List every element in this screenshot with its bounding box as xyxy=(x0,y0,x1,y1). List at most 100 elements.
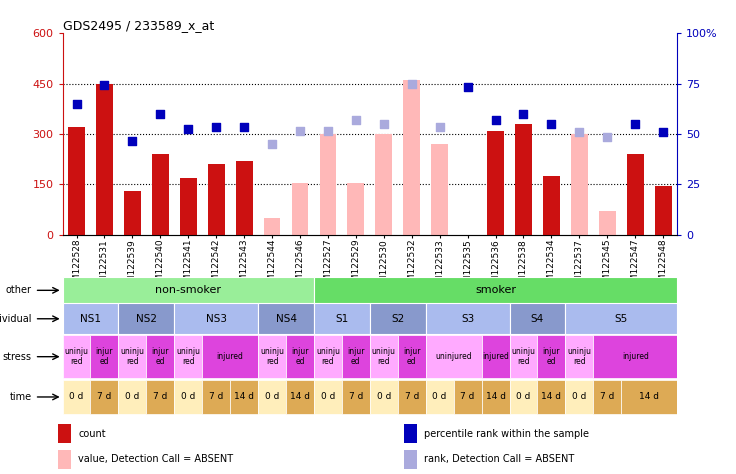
Point xyxy=(406,80,417,87)
Bar xyxy=(63,277,314,303)
Bar xyxy=(319,134,336,235)
Bar xyxy=(63,335,91,378)
Text: injur
ed: injur ed xyxy=(291,347,309,366)
Bar xyxy=(174,335,202,378)
Point xyxy=(294,127,306,134)
Text: 0 d: 0 d xyxy=(69,392,84,401)
Text: 7 d: 7 d xyxy=(461,392,475,401)
Bar xyxy=(96,83,113,235)
Bar xyxy=(63,380,91,414)
Text: uninju
red: uninju red xyxy=(260,347,284,366)
Text: stress: stress xyxy=(3,352,32,362)
Bar xyxy=(593,335,677,378)
Bar xyxy=(208,164,224,235)
Bar xyxy=(58,424,71,443)
Text: 7 d: 7 d xyxy=(405,392,419,401)
Point xyxy=(322,127,334,134)
Bar xyxy=(431,144,448,235)
Bar xyxy=(236,161,252,235)
Bar xyxy=(314,380,342,414)
Text: injured: injured xyxy=(622,352,648,361)
Text: NS2: NS2 xyxy=(136,314,157,324)
Point xyxy=(99,82,110,89)
Text: 14 d: 14 d xyxy=(639,392,659,401)
Bar xyxy=(314,335,342,378)
Bar xyxy=(124,191,141,235)
Bar xyxy=(314,303,370,334)
Bar xyxy=(543,176,560,235)
Text: rank, Detection Call = ABSENT: rank, Detection Call = ABSENT xyxy=(424,455,575,465)
Bar xyxy=(509,303,565,334)
Text: 7 d: 7 d xyxy=(97,392,112,401)
Bar xyxy=(403,80,420,235)
Text: individual: individual xyxy=(0,314,32,324)
Text: time: time xyxy=(10,392,32,402)
Text: uninju
red: uninju red xyxy=(512,347,536,366)
Point xyxy=(545,120,557,128)
Bar xyxy=(593,380,621,414)
Text: injur
ed: injur ed xyxy=(152,347,169,366)
Text: 7 d: 7 d xyxy=(349,392,363,401)
Bar xyxy=(258,335,286,378)
Text: S2: S2 xyxy=(391,314,404,324)
Bar xyxy=(404,424,417,443)
Bar xyxy=(58,450,71,469)
Point xyxy=(489,117,501,124)
Text: other: other xyxy=(6,285,32,295)
Point xyxy=(517,110,529,118)
Point xyxy=(155,110,166,118)
Text: GDS2495 / 233589_x_at: GDS2495 / 233589_x_at xyxy=(63,19,214,32)
Text: 7 d: 7 d xyxy=(209,392,224,401)
Bar xyxy=(425,303,509,334)
Bar xyxy=(286,380,314,414)
Point xyxy=(127,137,138,145)
Bar xyxy=(63,303,118,334)
Text: 14 d: 14 d xyxy=(290,392,310,401)
Text: S4: S4 xyxy=(531,314,544,324)
Point xyxy=(183,125,194,133)
Point xyxy=(266,140,278,148)
Bar xyxy=(118,335,146,378)
Point xyxy=(573,128,585,136)
Text: uninju
red: uninju red xyxy=(121,347,144,366)
Text: 0 d: 0 d xyxy=(433,392,447,401)
Text: 0 d: 0 d xyxy=(125,392,140,401)
Text: NS1: NS1 xyxy=(80,314,101,324)
Point xyxy=(629,120,641,128)
Bar xyxy=(565,380,593,414)
Text: 14 d: 14 d xyxy=(486,392,506,401)
Bar xyxy=(174,303,258,334)
Bar xyxy=(425,380,453,414)
Point xyxy=(461,83,473,91)
Bar xyxy=(599,211,615,235)
Text: uninju
red: uninju red xyxy=(65,347,88,366)
Bar xyxy=(655,186,671,235)
Text: uninju
red: uninju red xyxy=(176,347,200,366)
Bar xyxy=(487,130,504,235)
Bar xyxy=(230,380,258,414)
Bar xyxy=(146,335,174,378)
Text: NS3: NS3 xyxy=(205,314,227,324)
Bar xyxy=(286,335,314,378)
Text: uninjured: uninjured xyxy=(435,352,472,361)
Text: injur
ed: injur ed xyxy=(96,347,113,366)
Bar xyxy=(481,335,509,378)
Bar xyxy=(152,154,169,235)
Bar xyxy=(370,335,397,378)
Text: 0 d: 0 d xyxy=(265,392,279,401)
Text: injured: injured xyxy=(216,352,244,361)
Bar xyxy=(174,380,202,414)
Bar xyxy=(509,335,537,378)
Bar xyxy=(342,335,369,378)
Text: 0 d: 0 d xyxy=(572,392,587,401)
Bar xyxy=(68,127,85,235)
Text: 7 d: 7 d xyxy=(600,392,615,401)
Bar xyxy=(375,134,392,235)
Bar xyxy=(258,303,314,334)
Bar xyxy=(291,182,308,235)
Text: NS4: NS4 xyxy=(275,314,297,324)
Bar xyxy=(118,380,146,414)
Bar xyxy=(515,124,532,235)
Text: 0 d: 0 d xyxy=(377,392,391,401)
Bar xyxy=(565,335,593,378)
